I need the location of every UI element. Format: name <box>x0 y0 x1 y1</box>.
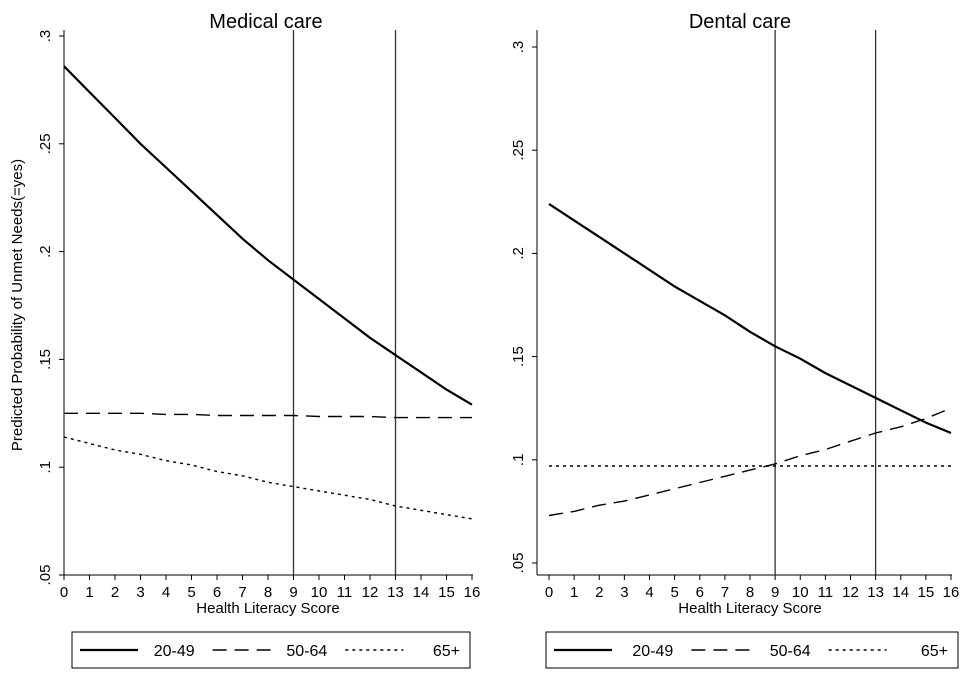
legend: 20-49 50-64 65+ <box>545 631 959 669</box>
x-tick-label: 10 <box>311 584 328 601</box>
x-tick-label: 14 <box>892 584 909 601</box>
chart-title: Medical care <box>209 11 322 33</box>
y-tick-label: .2 <box>37 245 54 258</box>
x-tick-label: 9 <box>289 584 297 601</box>
x-tick-label: 16 <box>464 584 481 601</box>
legend: 20-49 50-64 65+ <box>71 631 471 669</box>
legend-label: 20-49 <box>632 643 673 660</box>
x-tick-label: 16 <box>943 584 960 601</box>
series-line-20-49 <box>548 202 952 435</box>
series-line-20-49 <box>63 65 473 406</box>
series-line-65+ <box>63 436 473 520</box>
x-tick-label: 3 <box>136 584 144 601</box>
x-tick-label: 7 <box>721 584 729 601</box>
y-tick-label: .15 <box>37 349 54 370</box>
x-tick-label: 0 <box>60 584 68 601</box>
x-tick-label: 0 <box>545 584 553 601</box>
chart-title: Dental care <box>689 11 791 33</box>
legend-label: 50-64 <box>770 643 811 660</box>
panel-dental-care: Dental care.05.1.15.2.25.30 1 2 3 4 5 6 7 8 9 10 11… <box>510 11 960 669</box>
x-tick-label: 13 <box>387 584 404 601</box>
legend-label: 20-49 <box>154 643 195 660</box>
y-tick-label: .05 <box>37 565 54 586</box>
x-tick-label: 12 <box>362 584 379 601</box>
legend-label: 65+ <box>921 643 948 660</box>
x-tick-label: 5 <box>187 584 195 601</box>
legend-box <box>71 631 471 669</box>
x-tick-label: 1 <box>570 584 578 601</box>
x-tick-label: 2 <box>595 584 603 601</box>
x-tick-label: 13 <box>867 584 884 601</box>
y-axis-label: Predicted Probability of Unmet Needs(=ye… <box>9 159 26 451</box>
x-axis-label: Health Literacy Score <box>196 600 339 617</box>
x-tick-label: 11 <box>337 584 353 601</box>
x-tick-label: 15 <box>438 584 455 601</box>
series-line-50-64 <box>548 407 952 517</box>
panel-medical-care: Medical care.05.1.15.2.25.30 1 2 3 4 5 6 7 8 9 10 1… <box>9 11 481 669</box>
y-tick-label: .25 <box>37 133 54 154</box>
y-tick-label: .2 <box>510 247 527 260</box>
x-tick-label: 11 <box>818 584 834 601</box>
x-tick-label: 14 <box>413 584 430 601</box>
x-tick-label: 4 <box>645 584 653 601</box>
y-tick-label: .05 <box>510 553 527 574</box>
x-tick-label: 9 <box>771 584 779 601</box>
x-tick-label: 7 <box>238 584 246 601</box>
x-tick-label: 8 <box>746 584 754 601</box>
x-tick-label: 4 <box>162 584 170 601</box>
x-tick-label: 15 <box>918 584 935 601</box>
x-tick-label: 6 <box>213 584 221 601</box>
x-tick-label: 8 <box>264 584 272 601</box>
x-tick-label: 1 <box>85 584 93 601</box>
x-tick-label: 2 <box>111 584 119 601</box>
y-tick-label: .15 <box>510 346 527 367</box>
legend-label: 50-64 <box>286 643 327 660</box>
x-tick-label: 5 <box>670 584 678 601</box>
series-line-50-64 <box>64 412 472 419</box>
y-tick-label: .3 <box>510 41 527 54</box>
legend-box <box>545 631 959 669</box>
x-tick-label: 12 <box>842 584 859 601</box>
x-axis-label: Health Literacy Score <box>678 600 821 617</box>
legend-label: 65+ <box>433 643 460 660</box>
y-tick-label: .3 <box>37 30 54 43</box>
x-tick-label: 3 <box>620 584 628 601</box>
y-tick-label: .1 <box>37 461 54 474</box>
y-tick-label: .25 <box>510 140 527 161</box>
y-tick-label: .1 <box>510 454 527 467</box>
x-tick-label: 6 <box>696 584 704 601</box>
x-tick-label: 10 <box>792 584 809 601</box>
